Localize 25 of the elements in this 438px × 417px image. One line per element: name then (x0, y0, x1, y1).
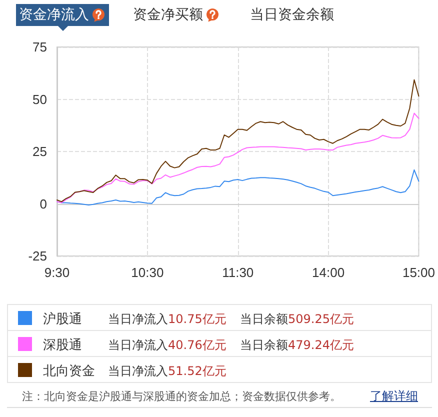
text: 当日余额479.24亿元 (240, 338, 354, 352)
x-tick-label: 15:00 (402, 265, 436, 280)
chart-title: 资金净流入 (16, 4, 109, 26)
text: 资金净买额 (133, 6, 204, 25)
text: 当日净流入40.76亿元 (108, 338, 226, 352)
legend-label: 沪股通 (43, 311, 82, 328)
text: 当日净流入10.75亿元 (108, 312, 226, 326)
line-series (56, 112, 420, 204)
x-tick-label: 11:30 (222, 265, 254, 280)
line-series (56, 79, 420, 202)
text: 当日资金余额 (250, 6, 334, 25)
x-tick-label: 10:30 (131, 265, 164, 280)
y-tick-label: 0 (40, 196, 47, 212)
legend-label: 北向资金 (43, 363, 95, 380)
text: 当日余额509.25亿元 (240, 312, 354, 326)
y-tick-label: 75 (32, 40, 47, 54)
legend-label: 深股通 (43, 337, 82, 354)
text: 注：北向资金是沪股通与深股通的资金加总；资金数据仅供参考。 (22, 389, 341, 404)
y-tick-label: 25 (32, 144, 47, 159)
text: 了解详细 (370, 388, 418, 405)
y-tick-label: 50 (32, 92, 47, 107)
y-tick-label: -25 (28, 248, 47, 264)
text: 当日净流入51.52亿元 (108, 364, 226, 378)
x-tick-label: 14:00 (312, 265, 345, 280)
x-tick-label: 9:30 (44, 265, 70, 280)
